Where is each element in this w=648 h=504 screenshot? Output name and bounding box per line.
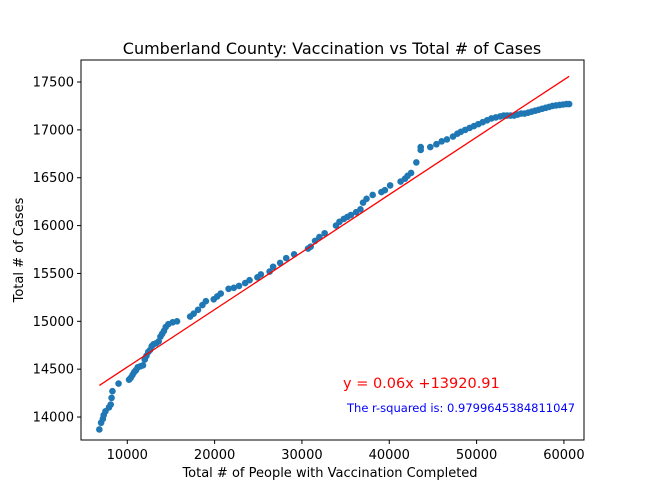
chart-title: Cumberland County: Vaccination vs Total … — [123, 39, 541, 58]
data-point — [173, 318, 181, 325]
y-tick-label: 15000 — [33, 315, 74, 330]
y-tick-label: 15500 — [33, 267, 74, 282]
data-point — [347, 211, 355, 219]
data-point — [257, 271, 265, 278]
data-point — [433, 140, 440, 148]
data-point — [427, 143, 434, 151]
y-tick-label: 17000 — [33, 123, 74, 138]
y-tick-label: 17500 — [33, 76, 74, 91]
data-point — [194, 306, 202, 314]
data-point — [413, 159, 420, 166]
data-point — [269, 263, 277, 271]
data-point — [109, 387, 116, 395]
data-point — [108, 394, 115, 402]
data-point — [316, 233, 323, 241]
x-axis-label: Total # of People with Vaccination Compl… — [181, 466, 477, 481]
data-point — [217, 290, 225, 297]
x-tick-label: 20000 — [194, 448, 235, 463]
data-point — [381, 186, 389, 194]
y-tick-label: 16000 — [33, 219, 74, 234]
plot-area: 10000 20000 30000 40000 50000 60000 14000 14500… — [33, 59, 585, 463]
data-point — [202, 297, 210, 305]
plot-frame — [80, 59, 585, 441]
regression-line-group — [98, 75, 570, 386]
x-tick-label: 30000 — [281, 448, 322, 463]
regression-line — [98, 75, 570, 386]
data-point — [225, 285, 232, 293]
data-point — [357, 206, 364, 213]
x-tick-label: 10000 — [107, 448, 148, 463]
data-point — [115, 380, 122, 387]
data-point — [321, 229, 328, 237]
data-point — [443, 136, 451, 143]
axis-ticks: 10000 20000 30000 40000 50000 60000 14000 14500… — [33, 76, 585, 463]
data-point — [139, 362, 147, 369]
data-point — [235, 282, 243, 290]
data-point — [282, 254, 290, 262]
r-squared-label: The r-squared is: 0.9799645384811047 — [346, 401, 575, 415]
data-point — [565, 100, 573, 108]
data-points — [96, 100, 573, 433]
data-point — [369, 191, 376, 199]
y-tick-label: 14000 — [33, 411, 74, 426]
data-point — [386, 182, 394, 189]
x-tick-label: 60000 — [543, 448, 584, 463]
data-point — [407, 169, 415, 177]
data-point — [417, 143, 424, 151]
data-point — [246, 276, 253, 284]
y-axis-label: Total # of Cases — [12, 197, 27, 303]
data-point — [276, 259, 284, 267]
data-point — [438, 138, 445, 145]
data-point — [363, 195, 370, 203]
y-tick-label: 14500 — [33, 363, 74, 378]
data-point — [230, 284, 238, 292]
data-point — [96, 426, 103, 433]
data-point — [190, 310, 197, 317]
data-point — [107, 401, 114, 408]
x-tick-label: 40000 — [369, 448, 410, 463]
data-point — [266, 268, 273, 275]
regression-equation: y = 0.06x +13920.91 — [343, 376, 500, 392]
y-tick-label: 16500 — [33, 171, 74, 186]
x-tick-label: 50000 — [456, 448, 497, 463]
